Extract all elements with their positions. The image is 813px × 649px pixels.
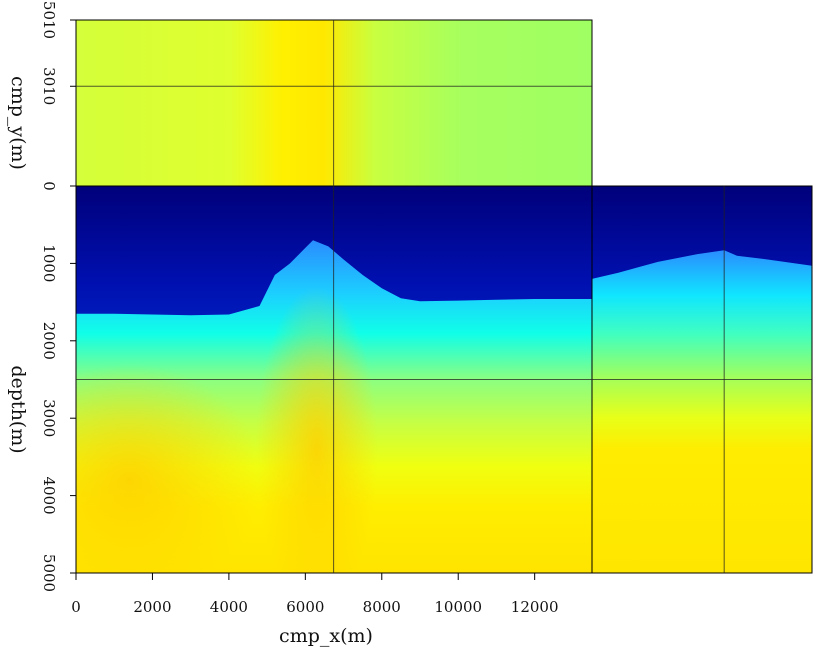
depth-tick-label: 2000 <box>40 322 58 360</box>
front-slow-zone-right <box>255 286 378 573</box>
depth-tick-label: 5000 <box>40 554 58 592</box>
depth-axis-label: depth(m) <box>7 365 29 453</box>
x-axis: 0 2000 4000 6000 8000 10000 12000 <box>71 573 559 616</box>
cmp-y-tick-label: 5010 <box>40 1 58 39</box>
depth-tick-label: 0 <box>40 181 58 191</box>
depth-tick-label: 4000 <box>40 477 58 515</box>
side-sediment-layer <box>592 250 812 573</box>
x-tick-label: 2000 <box>133 598 171 616</box>
crosshair-lines <box>76 20 812 573</box>
x-tick-label: 6000 <box>286 598 324 616</box>
x-tick-label: 10000 <box>434 598 482 616</box>
cmp-y-axis-label: cmp_y(m) <box>7 76 29 170</box>
x-axis-label: cmp_x(m) <box>279 625 373 647</box>
front-slow-zone-left <box>76 364 264 573</box>
x-tick-label: 0 <box>71 598 81 616</box>
cmp-y-axis: 3010 5010 <box>40 1 76 187</box>
x-tick-label: 8000 <box>363 598 401 616</box>
front-section-panel <box>76 186 592 573</box>
depth-tick-label: 1000 <box>40 244 58 282</box>
depth-axis: 0 1000 2000 3000 4000 5000 <box>40 181 76 592</box>
cmp-y-tick-label: 3010 <box>40 67 58 105</box>
x-tick-label: 12000 <box>511 598 559 616</box>
x-tick-label: 4000 <box>210 598 248 616</box>
depth-tick-label: 3000 <box>40 399 58 437</box>
